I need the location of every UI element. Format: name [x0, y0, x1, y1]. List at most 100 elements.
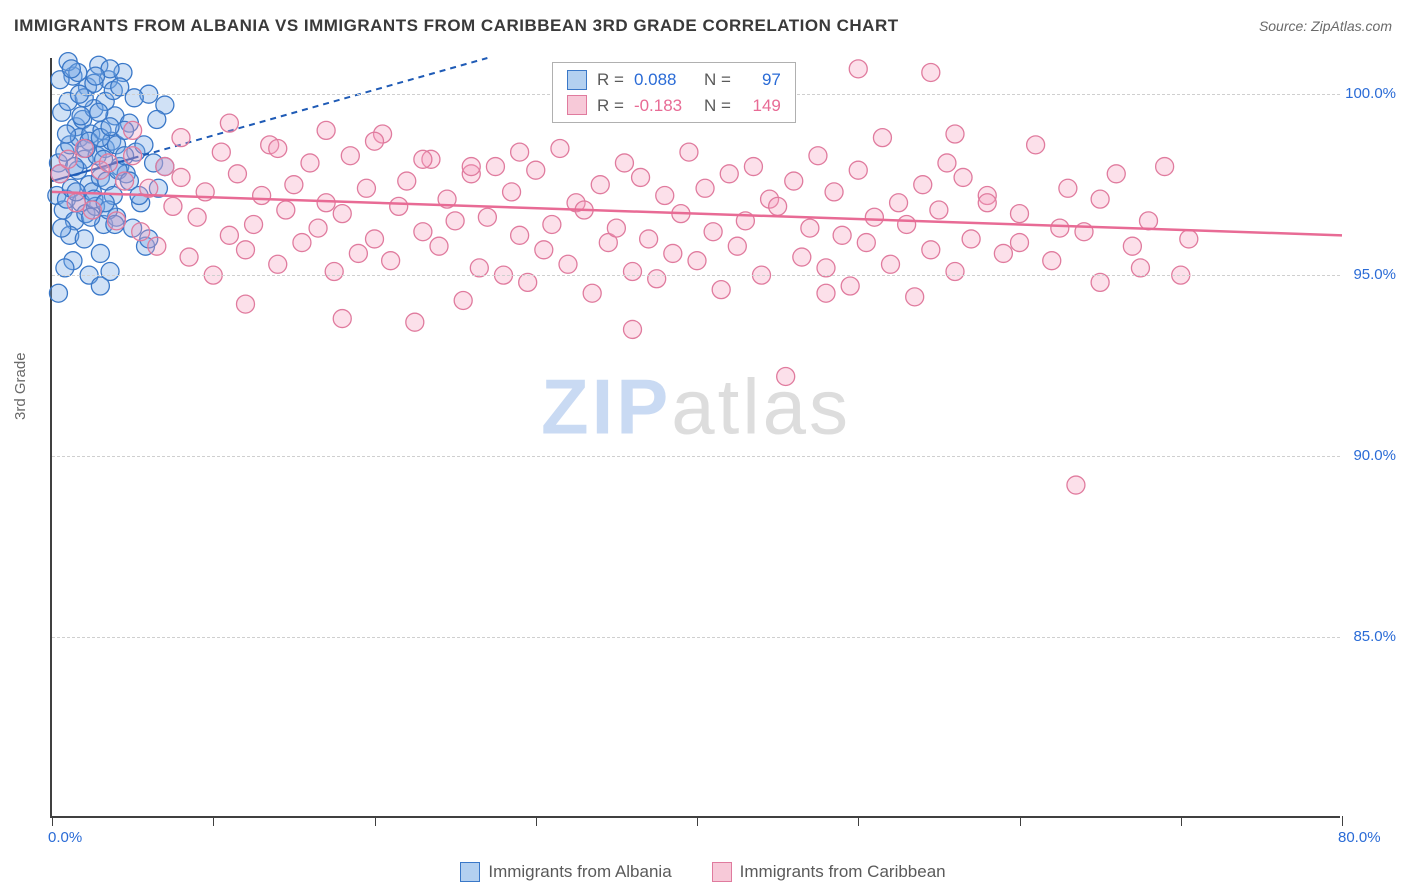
scatter-point: [849, 161, 867, 179]
scatter-point: [680, 143, 698, 161]
xtick: [1020, 816, 1021, 826]
stats-r-value: 0.088: [634, 67, 694, 93]
scatter-point: [462, 158, 480, 176]
chart-title: IMMIGRANTS FROM ALBANIA VS IMMIGRANTS FR…: [14, 16, 899, 36]
scatter-point: [712, 281, 730, 299]
scatter-point: [1067, 476, 1085, 494]
scatter-point: [99, 154, 117, 172]
stats-swatch: [567, 95, 587, 115]
scatter-point: [994, 244, 1012, 262]
legend-swatch-albania: [460, 862, 480, 882]
scatter-point: [551, 139, 569, 157]
scatter-point: [414, 223, 432, 241]
scatter-point: [285, 176, 303, 194]
legend: Immigrants from Albania Immigrants from …: [0, 862, 1406, 882]
scatter-point: [946, 125, 964, 143]
scatter-point: [87, 67, 105, 85]
scatter-point: [809, 147, 827, 165]
stats-n-label: N =: [704, 67, 731, 93]
scatter-point: [720, 165, 738, 183]
scatter-point: [430, 237, 448, 255]
scatter-point: [857, 234, 875, 252]
scatter-point: [75, 139, 93, 157]
scatter-point: [785, 172, 803, 190]
scatter-point: [317, 194, 335, 212]
scatter-point: [382, 252, 400, 270]
scatter-point: [212, 143, 230, 161]
scatter-point: [156, 158, 174, 176]
stats-row: R = 0.088 N = 97: [567, 67, 781, 93]
scatter-point: [607, 219, 625, 237]
scatter-point: [591, 176, 609, 194]
scatter-point: [125, 89, 143, 107]
scatter-point: [116, 172, 134, 190]
xtick: [536, 816, 537, 826]
scatter-point: [49, 284, 67, 302]
xtick: [1181, 816, 1182, 826]
chart-svg: [52, 58, 1340, 816]
xtick: [1342, 816, 1343, 826]
legend-label-albania: Immigrants from Albania: [488, 862, 671, 882]
scatter-point: [833, 226, 851, 244]
scatter-point: [237, 295, 255, 313]
scatter-point: [325, 263, 343, 281]
scatter-point: [624, 320, 642, 338]
scatter-point: [1027, 136, 1045, 154]
scatter-point: [164, 197, 182, 215]
scatter-point: [101, 118, 119, 136]
scatter-point: [132, 223, 150, 241]
scatter-point: [632, 168, 650, 186]
scatter-point: [406, 313, 424, 331]
legend-label-caribbean: Immigrants from Caribbean: [740, 862, 946, 882]
scatter-point: [849, 60, 867, 78]
ytick-label: 95.0%: [1344, 266, 1396, 283]
stats-r-label: R =: [597, 67, 624, 93]
scatter-point: [873, 129, 891, 147]
scatter-point: [414, 150, 432, 168]
scatter-point: [744, 158, 762, 176]
scatter-point: [341, 147, 359, 165]
legend-item-albania: Immigrants from Albania: [460, 862, 671, 882]
scatter-point: [220, 226, 238, 244]
scatter-point: [269, 255, 287, 273]
stats-n-value: 97: [741, 67, 781, 93]
ytick-label: 90.0%: [1344, 447, 1396, 464]
scatter-point: [543, 215, 561, 233]
scatter-point: [962, 230, 980, 248]
scatter-point: [922, 63, 940, 81]
scatter-point: [172, 168, 190, 186]
scatter-point: [648, 270, 666, 288]
scatter-point: [704, 223, 722, 241]
scatter-point: [293, 234, 311, 252]
scatter-point: [1180, 230, 1198, 248]
gridline-h: [52, 456, 1340, 457]
scatter-point: [1059, 179, 1077, 197]
scatter-point: [511, 226, 529, 244]
xtick: [213, 816, 214, 826]
scatter-point: [817, 284, 835, 302]
scatter-point: [769, 197, 787, 215]
xtick-label: 0.0%: [48, 829, 82, 846]
scatter-point: [946, 263, 964, 281]
xtick: [52, 816, 53, 826]
scatter-point: [1051, 219, 1069, 237]
scatter-point: [62, 60, 80, 78]
stats-swatch: [567, 70, 587, 90]
stats-row: R =-0.183N =149: [567, 93, 781, 119]
scatter-point: [148, 237, 166, 255]
scatter-point: [930, 201, 948, 219]
scatter-point: [898, 215, 916, 233]
scatter-point: [454, 291, 472, 309]
scatter-point: [793, 248, 811, 266]
scatter-point: [906, 288, 924, 306]
scatter-point: [349, 244, 367, 262]
scatter-point: [357, 179, 375, 197]
scatter-point: [172, 129, 190, 147]
scatter-point: [954, 168, 972, 186]
scatter-point: [1011, 205, 1029, 223]
scatter-point: [301, 154, 319, 172]
scatter-point: [1123, 237, 1141, 255]
scatter-point: [535, 241, 553, 259]
scatter-point: [237, 241, 255, 259]
legend-swatch-caribbean: [712, 862, 732, 882]
